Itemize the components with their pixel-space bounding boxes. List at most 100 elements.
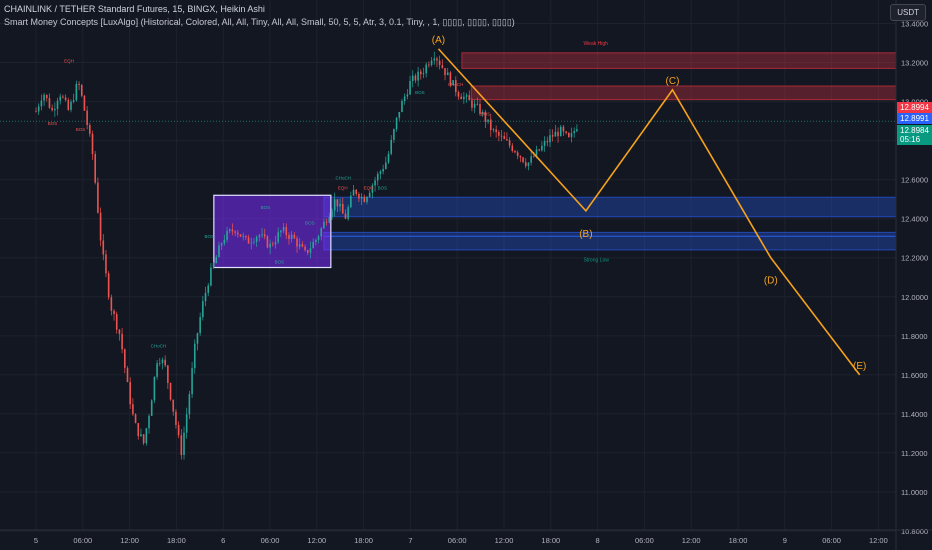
x-tick-label: 18:00 [354,536,373,545]
candle-body [45,94,48,99]
candle-body [234,231,236,233]
candle-body [134,414,137,424]
candle-body [304,246,306,251]
wave-label: (E) [853,361,866,372]
candle-body [223,239,226,244]
candle-body [530,156,532,163]
candle-body [140,434,142,437]
y-tick-label: 13.2000 [901,59,928,68]
candle-body [142,434,145,444]
candle-body [250,242,253,244]
candle-body [89,125,91,134]
candle-body [562,126,565,132]
candle-body [258,235,261,237]
candle-body [164,359,166,366]
candle-body [91,133,94,155]
candle-body [43,94,45,101]
candle-body [352,189,355,196]
wave-label: (B) [579,229,592,240]
candle-body [269,243,271,248]
candle-body [228,229,231,232]
candle-body [132,404,134,415]
candle-body [207,285,210,293]
candle-body [565,131,567,134]
candle-body [226,231,228,240]
x-tick-label: 12:00 [307,536,326,545]
candle-body [465,95,468,97]
candle-body [393,129,395,140]
candle-body [398,111,401,118]
candle-body [468,95,471,101]
candle-body [320,228,323,237]
candle-body [97,182,99,213]
smc-annotation: Strong Low [584,258,610,264]
x-tick-label: 12:00 [869,536,888,545]
symbol-title: CHAINLINK / TETHER Standard Futures, 15,… [4,4,265,14]
candle-body [306,250,309,253]
candle-body [395,117,398,130]
candle-countdown: 05:16 [900,135,921,144]
candle-body [158,363,161,364]
projection-layer: (A) (B) (C) (D) (E) [432,35,866,376]
smc-annotation: CHoCH [336,176,352,181]
y-tick-label: 12.2000 [901,254,928,263]
candle-body [441,65,444,69]
candle-body [487,119,489,122]
candle-body [245,235,247,238]
candle-body [430,60,433,65]
candle-body [315,239,317,242]
candle-body [202,301,204,318]
x-tick-label: 12:00 [120,536,139,545]
smc-annotation: BOS [305,221,315,226]
currency-unit-button[interactable]: USDT [890,4,926,21]
x-tick-label: 18:00 [167,536,186,545]
candle-body [325,221,328,223]
x-tick-label: 12:00 [682,536,701,545]
y-tick-label: 11.0000 [901,488,928,497]
candle-body [70,101,72,110]
candle-body [519,155,522,158]
candle-body [417,71,419,81]
candle-body [350,195,352,208]
candle-body [150,400,153,416]
candle-body [129,382,131,405]
candle-body [169,382,172,400]
candle-body [290,234,293,239]
x-tick-label: 06:00 [822,536,841,545]
smc-annotation: BOS [261,205,271,210]
x-tick-label: 18:00 [541,536,560,545]
candle-body [344,213,347,219]
candle-body [522,157,524,163]
consolidation-box [213,194,332,269]
candle-body [576,129,578,132]
candle-body [559,126,562,137]
candle-body [551,135,554,137]
candle-body [137,423,140,437]
candle-body [153,376,156,401]
candle-body [161,359,164,364]
smc-annotation: BOS [76,127,86,132]
candle-body [382,168,384,172]
candle-body [444,68,446,76]
x-tick-label: 6 [221,536,225,545]
x-tick-label: 06:00 [261,536,280,545]
candle-body [193,343,196,369]
smc-annotation: BOS [48,121,58,126]
candle-body [471,100,473,108]
candle-body [40,100,43,107]
candle-body [438,60,441,66]
candle-body [51,107,53,111]
candle-body [239,234,242,237]
chart-grid [0,0,896,532]
candle-body [409,80,411,95]
candle-body [86,110,88,126]
wave-projection-line [437,48,861,376]
candle-body [355,189,358,194]
ask-price-tag: 12.8984 05:16 [897,125,932,145]
wave-label: (D) [764,276,778,287]
x-tick-label: 5 [34,536,38,545]
candle-body [422,73,425,75]
candle-body [83,95,86,111]
candle-body [62,96,64,98]
